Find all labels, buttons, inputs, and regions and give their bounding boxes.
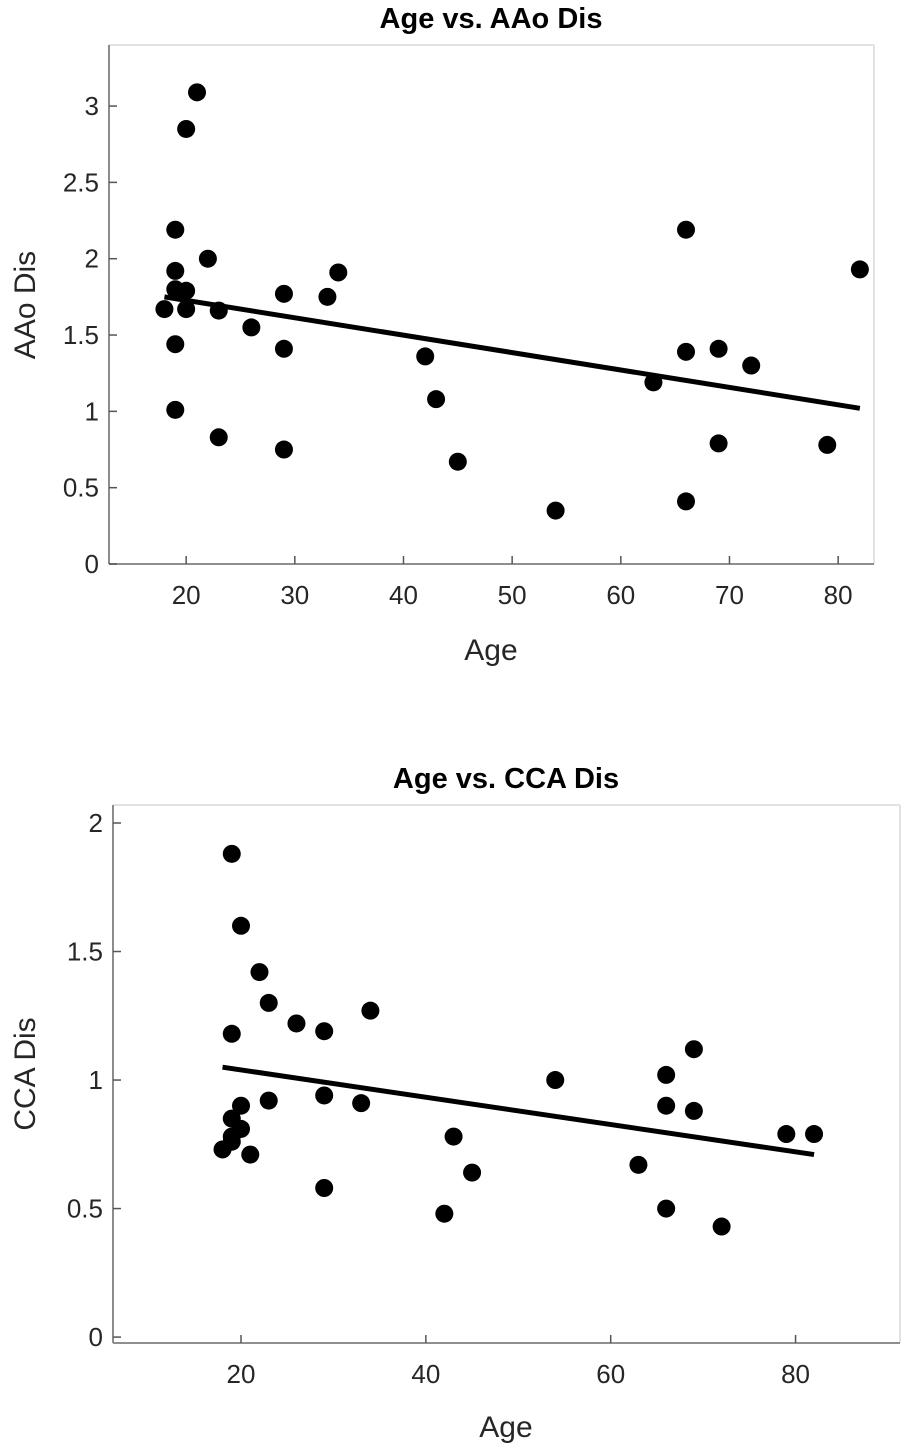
data-point xyxy=(657,1199,676,1218)
y-tick-label: 2 xyxy=(85,244,99,274)
data-point xyxy=(435,1204,454,1223)
data-point xyxy=(315,1022,334,1041)
data-point xyxy=(274,284,293,303)
data-point xyxy=(352,1094,371,1113)
data-point xyxy=(644,373,663,392)
x-axis-label: Age xyxy=(464,634,517,667)
data-point xyxy=(166,400,185,419)
y-tick-label: 1 xyxy=(85,396,99,426)
data-point xyxy=(684,1040,703,1059)
y-tick-label: 1 xyxy=(89,1065,103,1095)
data-point xyxy=(777,1125,796,1144)
chart-title: Age vs. AAo Dis xyxy=(380,3,603,35)
y-tick-label: 0.5 xyxy=(63,473,99,503)
data-point xyxy=(177,281,196,300)
data-point xyxy=(241,1145,260,1164)
x-tick-label: 60 xyxy=(606,580,635,610)
y-tick-label: 2 xyxy=(89,808,103,838)
x-tick-label: 50 xyxy=(498,580,527,610)
data-point xyxy=(177,119,196,138)
x-tick-label: 80 xyxy=(824,580,853,610)
x-tick-label: 40 xyxy=(411,1359,440,1389)
data-point xyxy=(274,339,293,358)
x-tick-label: 20 xyxy=(227,1359,256,1389)
data-point xyxy=(222,844,241,863)
data-point xyxy=(213,1140,232,1159)
data-point xyxy=(250,963,269,982)
data-point xyxy=(232,916,251,935)
data-point xyxy=(684,1101,703,1120)
data-point xyxy=(677,492,696,511)
data-point xyxy=(329,263,348,282)
data-point xyxy=(463,1163,482,1182)
data-point xyxy=(677,342,696,361)
y-tick-label: 0 xyxy=(85,549,99,579)
data-point xyxy=(629,1155,648,1174)
x-tick-label: 40 xyxy=(389,580,418,610)
chart-age-vs-aao-dis: Age vs. AAo Dis Age AAo Dis 20 30 40 50 60 70… xyxy=(9,3,875,667)
data-point xyxy=(166,335,185,354)
y-axis-label: CCA Dis xyxy=(9,1017,42,1130)
data-point xyxy=(805,1125,824,1144)
regression-line xyxy=(222,1064,815,1158)
data-point xyxy=(315,1086,334,1105)
data-point xyxy=(315,1179,334,1198)
x-tick-label: 80 xyxy=(781,1359,810,1389)
data-point xyxy=(677,220,696,239)
data-point xyxy=(850,260,869,279)
data-point xyxy=(709,434,728,453)
x-tick-label: 60 xyxy=(596,1359,625,1389)
data-point xyxy=(259,993,278,1012)
data-point xyxy=(318,287,337,306)
data-point xyxy=(657,1065,676,1084)
data-point xyxy=(287,1014,306,1033)
data-point xyxy=(448,452,467,471)
data-point xyxy=(361,1001,380,1020)
data-point xyxy=(274,440,293,459)
y-axis-label: AAo Dis xyxy=(9,251,42,359)
data-point xyxy=(198,249,217,268)
data-point xyxy=(166,261,185,280)
data-point xyxy=(444,1127,463,1146)
y-tick-label: 2.5 xyxy=(63,167,99,197)
data-point xyxy=(166,220,185,239)
data-point xyxy=(232,1096,251,1115)
x-tick-label: 20 xyxy=(172,580,201,610)
data-point xyxy=(818,435,837,454)
x-axis-label: Age xyxy=(479,1411,532,1444)
x-tick-label: 30 xyxy=(280,580,309,610)
data-point xyxy=(209,428,228,447)
data-point xyxy=(188,83,207,102)
y-tick-label: 0 xyxy=(89,1322,103,1352)
data-point xyxy=(712,1217,731,1236)
data-point xyxy=(177,300,196,319)
data-point xyxy=(657,1096,676,1115)
data-point xyxy=(155,300,174,319)
data-point xyxy=(546,501,565,520)
y-tick-label: 1.5 xyxy=(63,320,99,350)
y-tick-label: 1.5 xyxy=(67,937,103,967)
x-tick-label: 70 xyxy=(715,580,744,610)
data-point xyxy=(209,301,228,320)
y-tick-label: 3 xyxy=(85,91,99,121)
chart-title: Age vs. CCA Dis xyxy=(393,763,619,795)
data-point xyxy=(427,390,446,409)
data-point xyxy=(222,1024,241,1043)
regression-line xyxy=(164,294,861,411)
chart-age-vs-cca-dis: Age vs. CCA Dis Age CCA Dis 20 40 60 80 0 0.5… xyxy=(9,763,901,1444)
y-tick-label: 0.5 xyxy=(67,1194,103,1224)
data-point xyxy=(709,339,728,358)
data-point xyxy=(242,318,261,337)
data-point xyxy=(546,1071,565,1090)
data-point xyxy=(742,356,761,375)
data-point xyxy=(259,1091,278,1110)
data-point xyxy=(416,347,435,366)
